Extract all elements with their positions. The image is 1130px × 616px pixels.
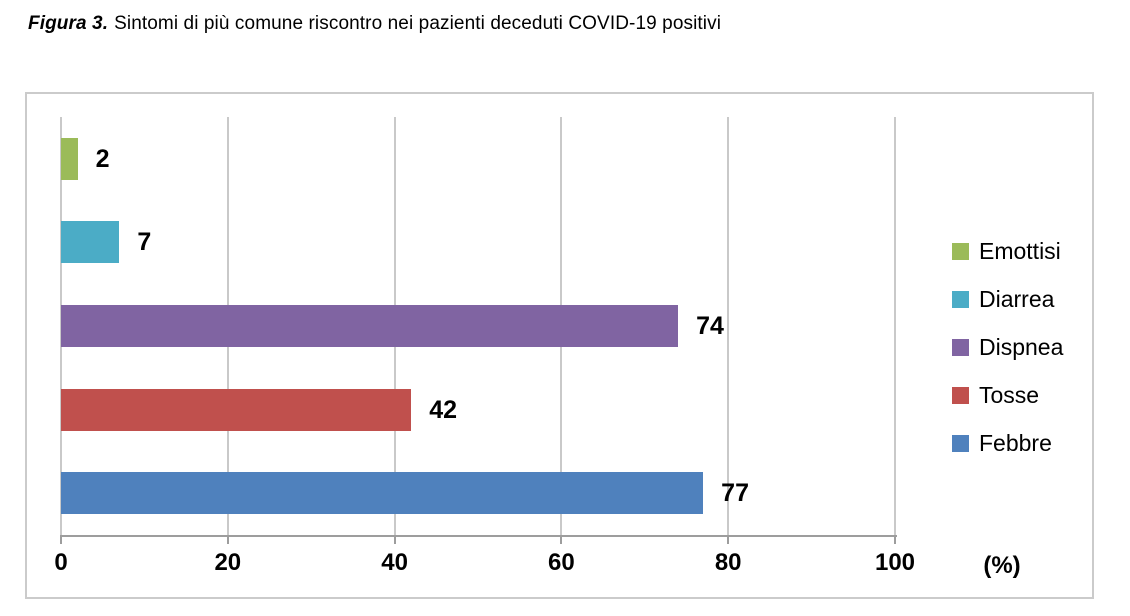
x-tick-label-0: 0 — [54, 549, 68, 576]
legend-label-emottisi: Emottisi — [979, 237, 1061, 264]
legend-marker-dispnea — [952, 338, 969, 356]
legend-entry-febbre: Febbre — [952, 419, 1063, 467]
legend-marker-tosse — [952, 386, 969, 404]
bar-dispnea — [61, 305, 679, 347]
figure-title-text: Sintomi di più comune riscontro nei pazi… — [114, 13, 722, 34]
bar-tosse — [61, 388, 412, 431]
bar-chart: 2 7 74 42 77 0 20 40 60 80 100 (%) Emottisi Diarre… — [25, 92, 1094, 599]
axis-tick-80 — [727, 535, 730, 544]
legend-label-tosse: Tosse — [979, 381, 1040, 408]
x-tick-label-100: 100 — [874, 549, 916, 576]
legend-entry-diarrea: Diarrea — [952, 275, 1063, 323]
axis-tick-0 — [60, 535, 62, 544]
bar-diarrea — [61, 221, 120, 264]
gridline-80 — [727, 117, 730, 535]
legend-marker-emottisi — [952, 242, 969, 260]
figure-title: Figura 3. Sintomi di più comune riscontro… — [28, 13, 721, 35]
figure-number-label: Figura 3. — [28, 13, 109, 34]
bar-value-label-diarrea: 7 — [137, 228, 152, 257]
legend-label-dispnea: Dispnea — [979, 333, 1064, 360]
axis-tick-20 — [226, 535, 229, 544]
bar-value-label-dispnea: 74 — [696, 312, 724, 340]
legend-entry-dispnea: Dispnea — [952, 323, 1063, 371]
bar-value-label-tosse: 42 — [429, 395, 458, 424]
x-tick-label-20: 20 — [214, 549, 242, 576]
legend-entry-tosse: Tosse — [952, 371, 1063, 419]
legend-marker-febbre — [952, 434, 969, 452]
bar-febbre — [61, 472, 704, 515]
plot-area: 2 7 74 42 77 — [60, 117, 896, 535]
bar-value-label-febbre: 77 — [721, 479, 749, 508]
axis-tick-60 — [560, 535, 563, 544]
bar-value-label-emottisi: 2 — [95, 144, 110, 173]
axis-tick-100 — [894, 535, 896, 544]
legend-label-febbre: Febbre — [979, 429, 1052, 456]
x-tick-label-80: 80 — [714, 549, 742, 576]
x-tick-label-60: 60 — [548, 549, 575, 576]
gridline-100 — [894, 117, 896, 535]
legend-label-diarrea: Diarrea — [979, 285, 1055, 312]
legend-marker-diarrea — [952, 290, 969, 308]
x-axis-unit-label: (%) — [983, 552, 1021, 579]
bar-emottisi — [61, 137, 78, 180]
chart-legend: Emottisi Diarrea Dispnea Tosse Febbre — [952, 227, 1063, 467]
x-axis-line — [61, 535, 897, 537]
legend-entry-emottisi: Emottisi — [952, 227, 1063, 275]
x-tick-label-40: 40 — [381, 549, 408, 576]
axis-tick-40 — [393, 535, 396, 544]
